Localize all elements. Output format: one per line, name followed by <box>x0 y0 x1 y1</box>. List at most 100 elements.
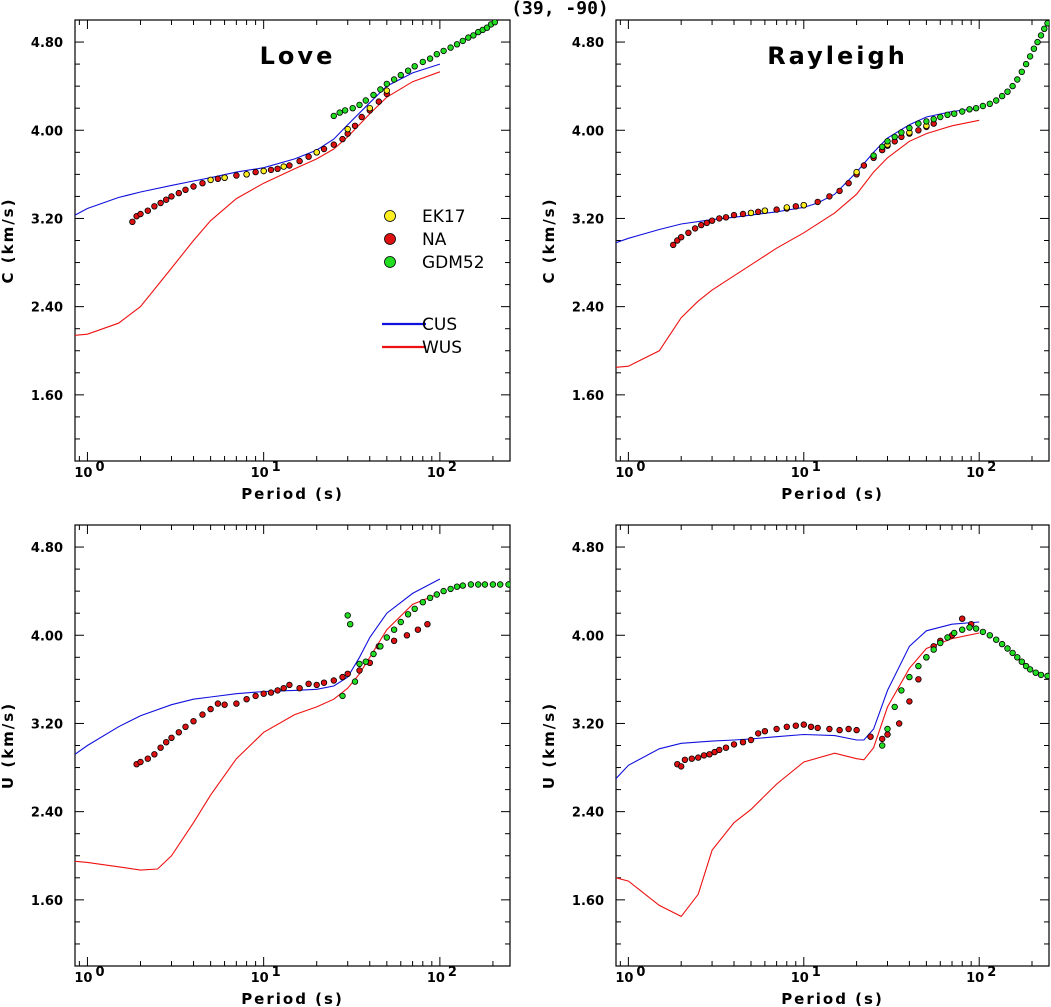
y-tick-label: 1.60 <box>572 894 604 909</box>
data-point-ek17 <box>783 204 790 211</box>
panel-title: Love <box>260 42 336 70</box>
plot-area <box>75 20 498 336</box>
data-point-na <box>260 690 267 697</box>
legend-label-cus: CUS <box>422 315 457 335</box>
x-axis-title: Period (s) <box>781 485 884 503</box>
data-point-gdm52 <box>972 625 980 632</box>
data-point-gdm52 <box>370 650 377 658</box>
data-point-gdm52 <box>944 111 951 118</box>
data-point-gdm52 <box>404 67 412 74</box>
data-point-na <box>860 162 868 169</box>
data-point-na <box>214 700 222 707</box>
data-point-gdm52 <box>1004 645 1011 652</box>
data-point-na <box>137 210 144 218</box>
data-point-na <box>274 165 281 172</box>
data-point-ek17 <box>243 171 250 178</box>
data-point-na <box>678 763 685 770</box>
data-point-gdm52 <box>898 687 905 694</box>
data-point-gdm52 <box>349 104 356 112</box>
data-point-na <box>267 689 275 696</box>
data-point-gdm52 <box>979 628 987 636</box>
data-point-na <box>884 731 891 738</box>
figure-title: (39, -90) <box>511 0 609 19</box>
data-point-gdm52 <box>966 624 973 631</box>
data-point-gdm52 <box>489 581 497 588</box>
data-point-gdm52 <box>937 639 944 647</box>
data-point-na <box>151 203 158 210</box>
x-tick-label-exponent: 1 <box>272 460 281 475</box>
data-point-gdm52 <box>467 581 475 588</box>
data-point-na <box>129 218 136 225</box>
data-point-na <box>214 175 222 182</box>
data-point-na <box>867 733 874 740</box>
x-axis-title: Period (s) <box>781 990 884 1007</box>
x-tick-label-exponent: 0 <box>95 460 104 475</box>
data-point-na <box>305 153 312 160</box>
data-point-na <box>233 700 240 707</box>
data-point-gdm52 <box>336 109 343 116</box>
series-line-wus <box>75 592 441 871</box>
series-line-cus <box>75 578 441 755</box>
data-point-na <box>836 187 843 195</box>
series-line-cus <box>616 107 980 244</box>
data-point-gdm52 <box>870 152 877 159</box>
data-point-na <box>286 162 293 169</box>
x-tick-label: 10 <box>791 466 809 481</box>
data-point-na <box>896 720 903 727</box>
data-point-gdm52 <box>1037 32 1045 39</box>
data-point-gdm52 <box>351 678 359 685</box>
data-point-gdm52 <box>362 97 369 104</box>
data-point-na <box>879 735 886 743</box>
data-point-gdm52 <box>951 629 958 637</box>
data-point-gdm52 <box>453 41 461 48</box>
data-point-gdm52 <box>383 80 390 88</box>
data-point-na <box>681 756 689 763</box>
data-point-na <box>722 744 730 751</box>
data-point-gdm52 <box>993 636 1000 643</box>
data-point-na <box>157 744 164 751</box>
data-point-na <box>330 677 337 684</box>
data-point-gdm52 <box>923 654 930 661</box>
x-tick-label: 10 <box>615 971 633 986</box>
data-point-na <box>330 141 337 148</box>
data-point-na <box>826 725 833 733</box>
y-tick-label: 2.40 <box>572 301 604 316</box>
data-point-na <box>755 730 762 737</box>
data-point-na <box>199 711 206 718</box>
data-point-gdm52 <box>1026 53 1034 60</box>
data-point-gdm52 <box>433 591 440 598</box>
data-point-gdm52 <box>483 24 491 31</box>
data-point-na <box>700 752 708 759</box>
y-tick-label: 3.20 <box>572 212 604 227</box>
legend-label-wus: WUS <box>422 338 462 358</box>
data-point-na <box>175 729 182 736</box>
data-point-gdm52 <box>447 44 454 51</box>
x-tick-label-exponent: 0 <box>95 965 104 980</box>
data-point-gdm52 <box>419 599 426 606</box>
data-point-ek17 <box>260 167 267 175</box>
data-point-na <box>403 632 411 639</box>
data-point-gdm52 <box>397 71 404 79</box>
data-point-na <box>670 241 677 249</box>
data-point-na <box>182 723 189 730</box>
x-tick-label: 10 <box>427 971 445 986</box>
data-point-gdm52 <box>986 632 993 639</box>
x-tick-label: 10 <box>251 971 269 986</box>
data-point-na <box>814 724 821 732</box>
data-point-ek17 <box>366 104 373 112</box>
x-tick-label-exponent: 1 <box>812 460 821 475</box>
data-point-na <box>716 215 723 222</box>
y-axis-title: U (km/s) <box>540 702 558 789</box>
data-point-gdm52 <box>972 104 980 112</box>
legend-marker-ek17 <box>384 210 396 222</box>
data-point-gdm52 <box>1018 658 1025 665</box>
data-point-na <box>358 113 365 121</box>
data-point-na <box>716 746 723 754</box>
data-point-na <box>320 679 328 686</box>
data-point-na <box>144 207 151 214</box>
data-point-na <box>424 621 431 628</box>
data-point-gdm52 <box>1014 654 1021 661</box>
